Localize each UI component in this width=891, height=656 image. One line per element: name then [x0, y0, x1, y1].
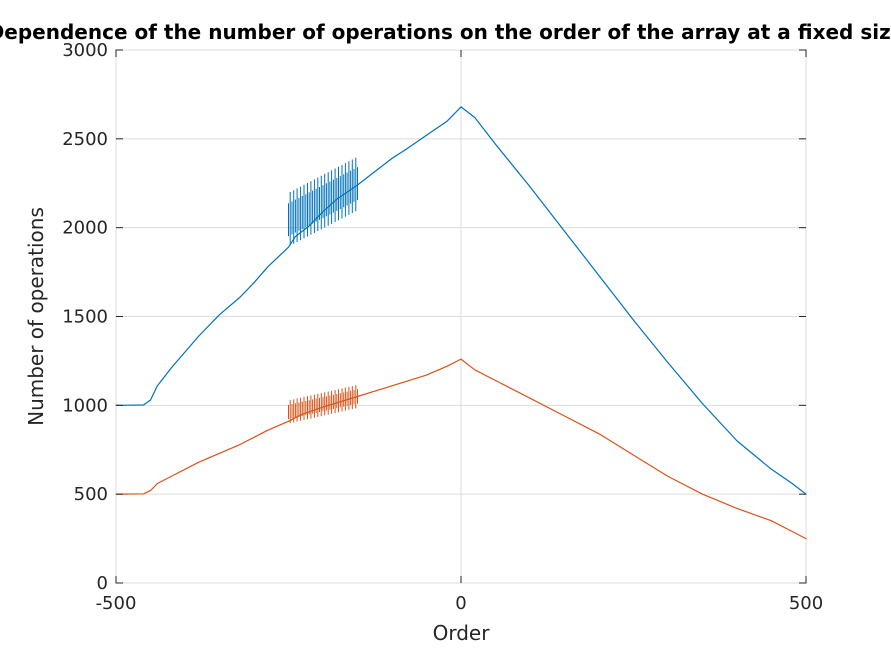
y-tick-label: 0: [97, 573, 108, 594]
x-tick-label: -500: [96, 593, 137, 614]
chart-title: Dependence of the number of operations o…: [0, 20, 891, 44]
y-tick-label: 1500: [62, 307, 108, 328]
x-axis-title: Order: [433, 621, 491, 645]
blue-series-line: [115, 106, 807, 495]
y-tick-label: 500: [74, 484, 108, 505]
orange-series-line: [115, 358, 807, 540]
y-tick-label: 2500: [62, 129, 108, 150]
y-axis-title: Number of operations: [24, 207, 48, 426]
y-tick-label: 1000: [62, 395, 108, 416]
y-tick-label: 3000: [62, 40, 108, 61]
series-layer: [115, 106, 807, 540]
y-tick-label: 2000: [62, 218, 108, 239]
x-tick-label: 500: [789, 593, 823, 614]
x-tick-label: 0: [455, 593, 466, 614]
